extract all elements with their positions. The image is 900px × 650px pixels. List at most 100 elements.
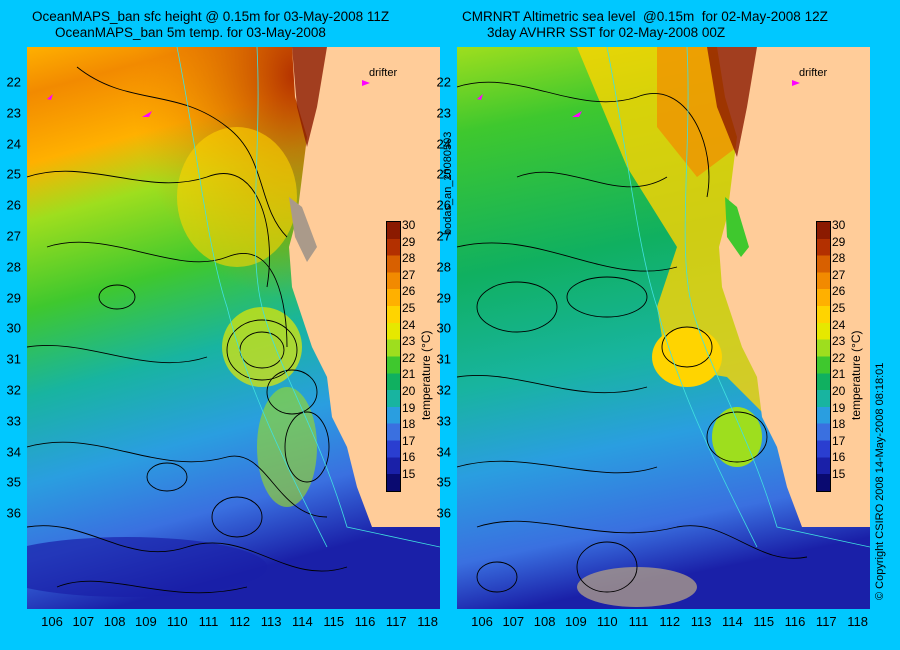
left-map-subtitle: OceanMAPS_ban 5m temp. for 03-May-2008 bbox=[55, 25, 326, 40]
longitude-label: 107 bbox=[72, 614, 95, 629]
right-temperature-field bbox=[457, 47, 870, 609]
latitude-label: 22 bbox=[436, 74, 451, 90]
right-drifter-label: drifter bbox=[799, 67, 828, 79]
latitude-label: 25 bbox=[6, 166, 21, 182]
left-land bbox=[289, 47, 440, 527]
longitude-label: 114 bbox=[722, 614, 743, 629]
latitude-label: 33 bbox=[6, 413, 21, 429]
colorbar-tick-label: 30 bbox=[832, 218, 846, 232]
colorbar-tick-label: 28 bbox=[832, 251, 846, 266]
longitude-label: 106 bbox=[41, 614, 63, 629]
colorbar-tick-label: 18 bbox=[402, 417, 416, 432]
latitude-label: 24 bbox=[436, 136, 451, 152]
longitude-label: 115 bbox=[753, 614, 775, 629]
longitude-label: 112 bbox=[229, 614, 251, 629]
left-bathymetry bbox=[176, 47, 440, 548]
colorbar-tick-label: 23 bbox=[832, 334, 846, 349]
latitude-label: 31 bbox=[6, 351, 21, 367]
colorbar-tick-label: 18 bbox=[832, 417, 846, 432]
colorbar-tick-label: 29 bbox=[832, 234, 846, 249]
longitude-label: 106 bbox=[471, 614, 493, 629]
latitude-label: 34 bbox=[436, 444, 451, 460]
latitude-label: 35 bbox=[6, 474, 21, 490]
latitude-label: 26 bbox=[436, 197, 451, 213]
longitude-label: 111 bbox=[628, 614, 649, 629]
copyright-text: © Copyright CSIRO 2008 14-May-2008 08:18… bbox=[874, 362, 886, 600]
left-map-panel: drifter bbox=[27, 47, 440, 609]
left-latitude-axis: 22 23 24 25 26 27 28 29 30 31 32 33 34 35 36 bbox=[0, 47, 24, 609]
latitude-label: 35 bbox=[436, 474, 451, 490]
right-bathymetry bbox=[606, 47, 870, 548]
longitude-label: 117 bbox=[815, 614, 837, 629]
right-drifter-legend-icon bbox=[792, 80, 800, 86]
colorbar-tick-label: 25 bbox=[832, 301, 846, 315]
left-colorbar bbox=[386, 221, 401, 492]
latitude-label: 23 bbox=[6, 105, 21, 121]
latitude-label: 24 bbox=[6, 136, 21, 152]
latitude-label: 32 bbox=[436, 382, 451, 398]
longitude-label: 113 bbox=[690, 614, 712, 629]
colorbar-tick-label: 22 bbox=[832, 350, 846, 365]
latitude-label: 28 bbox=[6, 259, 21, 275]
longitude-label: 114 bbox=[292, 614, 313, 629]
colorbar-tick-label: 24 bbox=[402, 317, 416, 332]
left-drifters bbox=[47, 80, 370, 117]
left-colorbar-label: temperature (°C) bbox=[419, 330, 433, 421]
colorbar-tick-label: 20 bbox=[832, 384, 846, 398]
right-contours bbox=[457, 81, 808, 593]
colorbar-tick-label: 23 bbox=[402, 334, 416, 349]
latitude-label: 23 bbox=[436, 105, 451, 121]
right-longitude-axis: 106 107 108 109 110 111 112 113 114 115 116 117 118 bbox=[457, 614, 870, 634]
run-label: bodas_an_20080503 bbox=[442, 131, 454, 235]
colorbar-tick-label: 22 bbox=[402, 350, 416, 365]
latitude-label: 28 bbox=[436, 259, 451, 275]
latitude-label: 27 bbox=[436, 228, 451, 244]
latitude-label: 30 bbox=[6, 320, 21, 336]
colorbar-tick-label: 16 bbox=[832, 450, 846, 465]
longitude-label: 116 bbox=[784, 614, 806, 629]
latitude-label: 26 bbox=[6, 197, 21, 213]
longitude-label: 110 bbox=[166, 614, 188, 629]
longitude-label: 118 bbox=[847, 614, 868, 629]
colorbar-tick-label: 20 bbox=[402, 384, 416, 398]
longitude-label: 117 bbox=[385, 614, 407, 629]
left-drifter-legend-icon bbox=[362, 80, 370, 86]
right-map-title: CMRNRT Altimetric sea level @0.15m for 0… bbox=[462, 9, 828, 24]
right-map-subtitle: 3day AVHRR SST for 02-May-2008 00Z bbox=[487, 25, 726, 40]
latitude-label: 34 bbox=[6, 444, 21, 460]
colorbar-tick-label: 27 bbox=[402, 267, 416, 282]
longitude-label: 111 bbox=[198, 614, 219, 629]
latitude-label: 33 bbox=[436, 413, 451, 429]
colorbar-tick-label: 15 bbox=[832, 467, 846, 481]
latitude-label: 29 bbox=[6, 290, 21, 306]
longitude-label: 107 bbox=[502, 614, 525, 629]
right-colorbar bbox=[816, 221, 831, 492]
latitude-label: 36 bbox=[436, 505, 451, 521]
colorbar-tick-label: 19 bbox=[832, 400, 846, 415]
latitude-label: 22 bbox=[6, 74, 21, 90]
right-latitude-axis: 22 23 24 25 26 27 28 29 30 31 32 33 34 35 36 bbox=[430, 47, 454, 609]
colorbar-tick-label: 25 bbox=[402, 301, 416, 315]
latitude-label: 32 bbox=[6, 382, 21, 398]
longitude-label: 108 bbox=[533, 614, 556, 629]
latitude-label: 27 bbox=[6, 228, 21, 244]
right-colorbar-label: temperature (°C) bbox=[849, 330, 863, 421]
colorbar-tick-label: 30 bbox=[402, 218, 416, 232]
right-land bbox=[717, 47, 870, 527]
colorbar-tick-label: 26 bbox=[402, 284, 416, 299]
colorbar-tick-label: 29 bbox=[402, 234, 416, 249]
colorbar-tick-label: 19 bbox=[402, 400, 416, 415]
longitude-label: 118 bbox=[417, 614, 438, 629]
latitude-label: 25 bbox=[436, 166, 451, 182]
longitude-label: 108 bbox=[103, 614, 126, 629]
latitude-label: 31 bbox=[436, 351, 451, 367]
colorbar-tick-label: 17 bbox=[402, 433, 416, 448]
left-drifter-label: drifter bbox=[369, 67, 398, 79]
left-map-title: OceanMAPS_ban sfc height @ 0.15m for 03-… bbox=[32, 9, 390, 24]
colorbar-tick-label: 16 bbox=[402, 450, 416, 465]
colorbar-tick-label: 24 bbox=[832, 317, 846, 332]
right-map-panel: drifter bbox=[457, 47, 870, 609]
right-drifters bbox=[477, 80, 800, 117]
colorbar-tick-label: 21 bbox=[402, 367, 416, 382]
colorbar-tick-label: 17 bbox=[832, 433, 846, 448]
